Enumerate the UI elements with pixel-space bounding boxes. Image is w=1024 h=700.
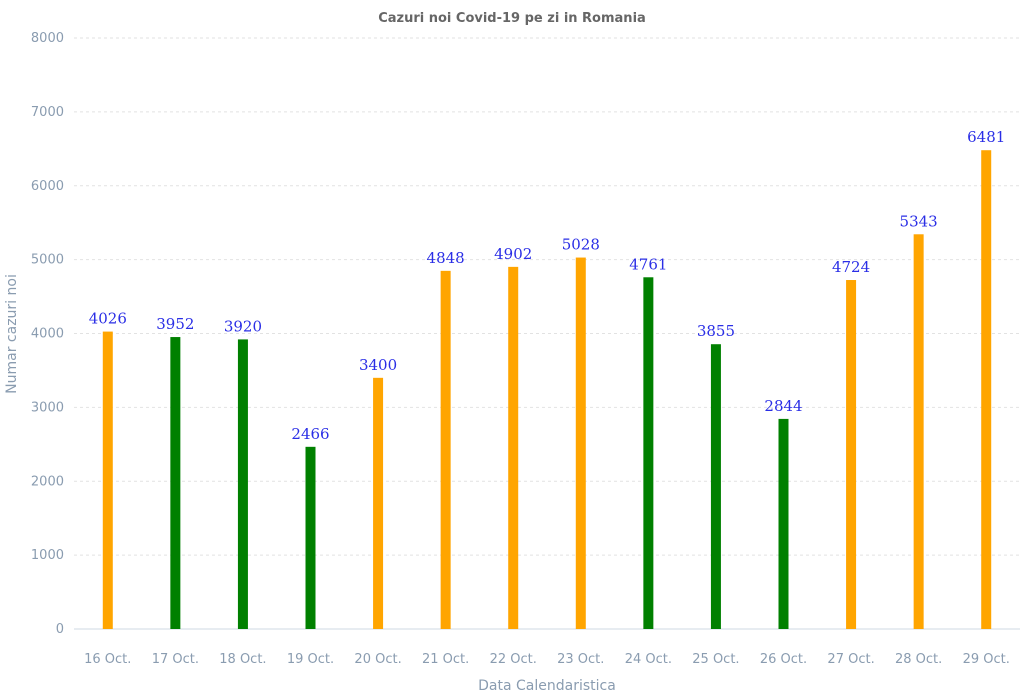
bar xyxy=(575,257,586,629)
x-tick-label: 29 Oct. xyxy=(963,652,1010,667)
data-label: 5343 xyxy=(900,212,938,230)
bar xyxy=(508,266,519,629)
data-label: 3920 xyxy=(224,317,262,335)
x-tick-label: 23 Oct. xyxy=(557,652,604,667)
data-label: 2466 xyxy=(291,425,329,443)
data-label: 2844 xyxy=(764,397,802,415)
bar xyxy=(440,270,451,629)
bar xyxy=(102,331,113,629)
x-tick-label: 25 Oct. xyxy=(692,652,739,667)
data-label: 4902 xyxy=(494,245,532,263)
bar xyxy=(237,339,248,629)
data-label: 5028 xyxy=(562,236,600,254)
bar xyxy=(913,234,924,629)
bar xyxy=(643,277,654,629)
data-label: 3855 xyxy=(697,322,735,340)
axis-layer: 0 1000 2000 3000 4000 5000 6000 7000 8000 16 Oct.… xyxy=(31,31,1020,667)
y-tick-label: 7000 xyxy=(31,105,64,120)
x-tick-label: 27 Oct. xyxy=(827,652,874,667)
bar xyxy=(778,418,789,629)
x-tick-label: 22 Oct. xyxy=(490,652,537,667)
x-axis-title: Data Calendaristica xyxy=(478,678,616,694)
x-tick-label: 24 Oct. xyxy=(625,652,672,667)
bar xyxy=(373,377,384,629)
bars-layer xyxy=(102,150,992,629)
x-tick-label: 20 Oct. xyxy=(354,652,401,667)
data-label: 6481 xyxy=(967,128,1005,146)
chart-title: Cazuri noi Covid-19 pe zi in Romania xyxy=(378,11,646,26)
data-label: 4848 xyxy=(427,249,465,267)
data-label: 4026 xyxy=(89,310,127,328)
y-tick-label: 8000 xyxy=(31,31,64,46)
y-tick-label: 3000 xyxy=(31,400,64,415)
labels-layer: 4026 3952 3920 2466 3400 4848 4902 5028 4761 3855… xyxy=(89,128,1006,443)
bar xyxy=(305,446,316,629)
data-label: 4761 xyxy=(629,255,667,273)
x-tick-label: 28 Oct. xyxy=(895,652,942,667)
y-tick-label: 0 xyxy=(56,622,64,637)
x-tick-label: 16 Oct. xyxy=(84,652,131,667)
y-tick-label: 6000 xyxy=(31,179,64,194)
bar xyxy=(170,337,181,629)
y-tick-label: 1000 xyxy=(31,548,64,563)
data-label: 3400 xyxy=(359,356,397,374)
x-tick-label: 26 Oct. xyxy=(760,652,807,667)
x-tick-label: 17 Oct. xyxy=(152,652,199,667)
grid-layer xyxy=(74,37,1020,556)
y-tick-label: 2000 xyxy=(31,474,64,489)
data-label: 3952 xyxy=(156,315,194,333)
bar xyxy=(846,280,857,629)
x-tick-label: 21 Oct. xyxy=(422,652,469,667)
bar xyxy=(981,150,992,629)
y-axis-title: Numar cazuri noi xyxy=(4,274,20,394)
y-tick-label: 4000 xyxy=(31,327,64,342)
bar xyxy=(710,344,721,629)
x-tick-label: 18 Oct. xyxy=(219,652,266,667)
data-label: 4724 xyxy=(832,258,870,276)
x-tick-label: 19 Oct. xyxy=(287,652,334,667)
y-tick-label: 5000 xyxy=(31,253,64,268)
